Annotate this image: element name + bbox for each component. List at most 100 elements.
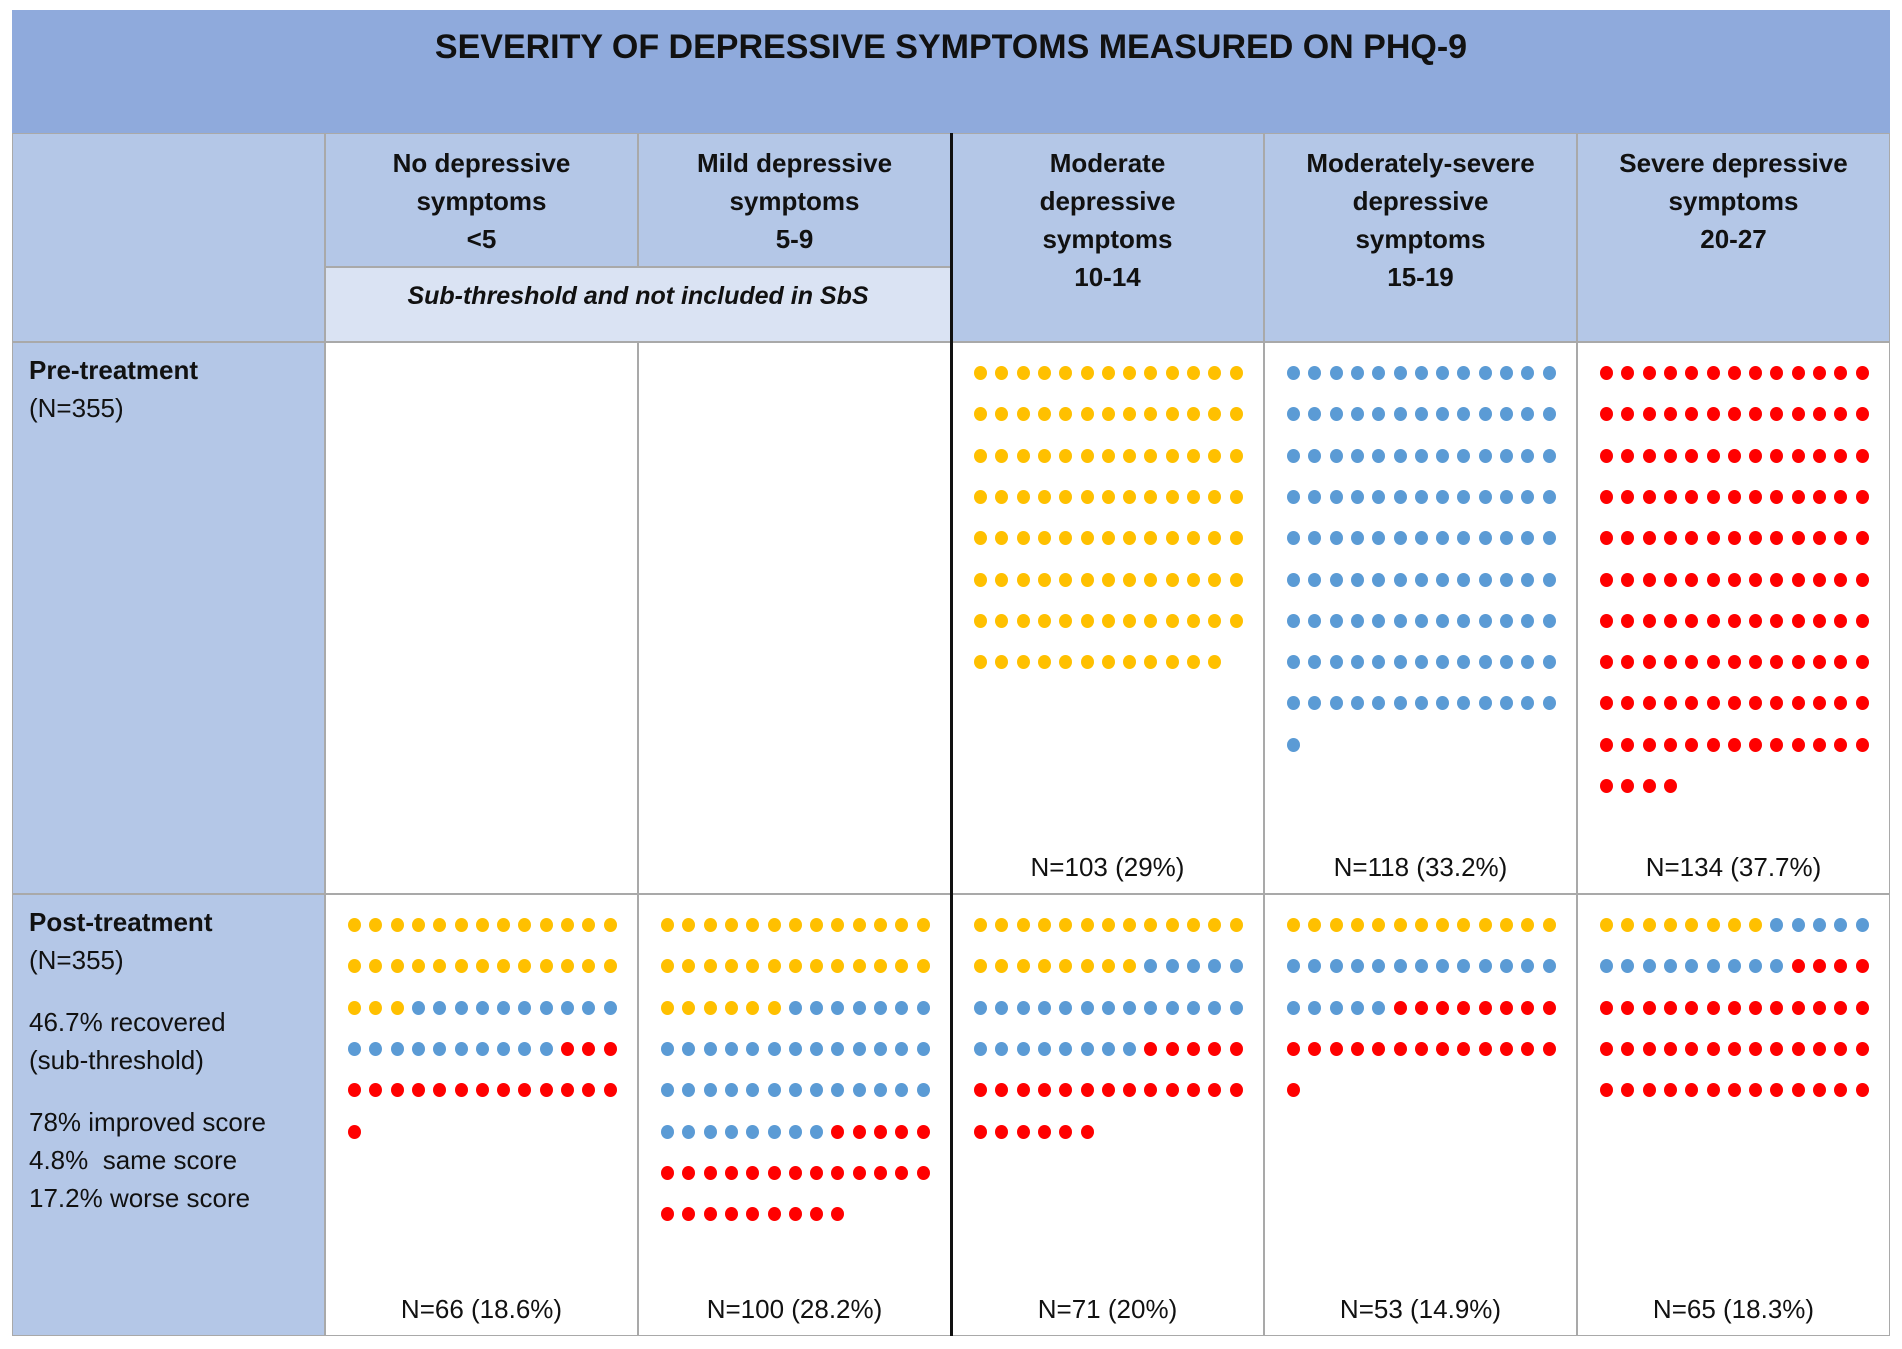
dot-blue bbox=[1542, 613, 1556, 628]
post-cell-3: N=53 (14.9%) bbox=[1264, 894, 1577, 1336]
dot-blue bbox=[1500, 407, 1513, 422]
dot-blue bbox=[1080, 1041, 1094, 1056]
dot-yellow bbox=[767, 959, 781, 974]
dot-red bbox=[1727, 531, 1741, 546]
dot-yellow bbox=[1016, 572, 1030, 587]
dot-yellow bbox=[1037, 572, 1051, 587]
dot-red bbox=[1642, 1041, 1656, 1056]
dot-yellow bbox=[1372, 918, 1386, 932]
dot-blue bbox=[1329, 531, 1343, 546]
dot-yellow bbox=[1229, 918, 1243, 932]
dot-blue bbox=[369, 1041, 383, 1056]
dot-red bbox=[1208, 1041, 1222, 1056]
dot-red bbox=[1770, 448, 1784, 463]
header-line: <5 bbox=[466, 224, 497, 254]
dot-yellow bbox=[1101, 407, 1115, 422]
dot-red bbox=[1749, 448, 1763, 463]
dot-blue bbox=[1308, 448, 1322, 463]
dot-yellow bbox=[1101, 572, 1115, 587]
dot-yellow bbox=[974, 918, 987, 932]
dot-blue bbox=[1478, 407, 1492, 422]
dot-red bbox=[1663, 531, 1677, 546]
dot-yellow bbox=[1037, 448, 1051, 463]
dot-red bbox=[1287, 1041, 1300, 1056]
dot-red bbox=[1037, 1124, 1051, 1139]
dot-red bbox=[1393, 1041, 1407, 1056]
dot-blue bbox=[874, 1041, 887, 1056]
dot-yellow bbox=[539, 959, 553, 974]
dot-blue bbox=[1500, 655, 1513, 670]
dot-blue bbox=[1478, 531, 1492, 546]
dot-yellow bbox=[1542, 918, 1556, 932]
dot-yellow bbox=[518, 959, 532, 974]
dot-blue bbox=[348, 1041, 361, 1056]
dot-red bbox=[411, 1083, 425, 1098]
dot-blue bbox=[1287, 531, 1300, 546]
dot-red bbox=[1685, 696, 1699, 711]
dot-blue bbox=[1329, 1000, 1343, 1015]
dot-yellow bbox=[1308, 918, 1322, 932]
dot-blue bbox=[475, 1041, 489, 1056]
dot-yellow bbox=[1101, 655, 1115, 670]
dot-red bbox=[1600, 696, 1613, 711]
dot-red bbox=[1706, 531, 1720, 546]
dot-blue bbox=[703, 1124, 717, 1139]
dot-blue bbox=[539, 1041, 553, 1056]
dot-yellow bbox=[348, 1000, 361, 1015]
dot-blue bbox=[810, 1124, 824, 1139]
dot-yellow bbox=[603, 959, 617, 974]
dot-blue bbox=[1229, 959, 1243, 974]
dot-yellow bbox=[1123, 407, 1137, 422]
dot-blue bbox=[1600, 959, 1613, 974]
dot-blue bbox=[746, 1083, 760, 1098]
dot-red bbox=[682, 1207, 696, 1222]
dot-red bbox=[1663, 1041, 1677, 1056]
dot-blue bbox=[852, 1000, 866, 1015]
dot-yellow bbox=[1144, 918, 1158, 932]
dot-blue bbox=[974, 1041, 987, 1056]
dot-blue bbox=[1457, 448, 1471, 463]
dot-yellow bbox=[1187, 918, 1200, 932]
dot-yellow bbox=[1101, 489, 1115, 504]
dot-red bbox=[561, 1041, 574, 1056]
dot-yellow bbox=[1329, 918, 1343, 932]
dot-blue bbox=[703, 1041, 717, 1056]
dot-blue bbox=[788, 1124, 802, 1139]
dot-red bbox=[1749, 696, 1763, 711]
dot-red bbox=[1642, 696, 1656, 711]
dot-red bbox=[1834, 366, 1848, 380]
dot-blue bbox=[1350, 655, 1364, 670]
dot-red bbox=[995, 1124, 1009, 1139]
dot-blue bbox=[1059, 1000, 1073, 1015]
dot-blue bbox=[1414, 696, 1428, 711]
dot-yellow bbox=[724, 959, 738, 974]
dot-blue bbox=[661, 1083, 674, 1098]
dot-blue bbox=[831, 1083, 845, 1098]
dot-yellow bbox=[497, 959, 511, 974]
dot-red bbox=[1706, 489, 1720, 504]
dot-red bbox=[1621, 1000, 1635, 1015]
dot-red bbox=[1727, 366, 1741, 380]
dot-blue bbox=[1208, 1000, 1222, 1015]
dot-yellow bbox=[1123, 655, 1137, 670]
dot-yellow bbox=[995, 448, 1009, 463]
dot-red bbox=[1642, 448, 1656, 463]
header-line: symptoms bbox=[1042, 224, 1173, 254]
dot-yellow bbox=[1080, 531, 1094, 546]
dot-yellow bbox=[1037, 613, 1051, 628]
dot-red bbox=[1791, 959, 1805, 974]
dot-yellow bbox=[810, 918, 824, 932]
dot-yellow bbox=[1016, 448, 1030, 463]
dot-red bbox=[1706, 1041, 1720, 1056]
dot-blue bbox=[810, 1000, 824, 1015]
dot-red bbox=[1855, 531, 1869, 546]
dot-red bbox=[724, 1207, 738, 1222]
dot-yellow bbox=[1016, 366, 1030, 380]
dot-blue bbox=[1059, 1041, 1073, 1056]
dot-red bbox=[1123, 1083, 1137, 1098]
dot-red bbox=[1663, 1083, 1677, 1098]
dot-yellow bbox=[603, 918, 617, 932]
dot-red bbox=[1834, 696, 1848, 711]
dot-blue bbox=[1542, 489, 1556, 504]
dot-red bbox=[682, 1165, 696, 1180]
